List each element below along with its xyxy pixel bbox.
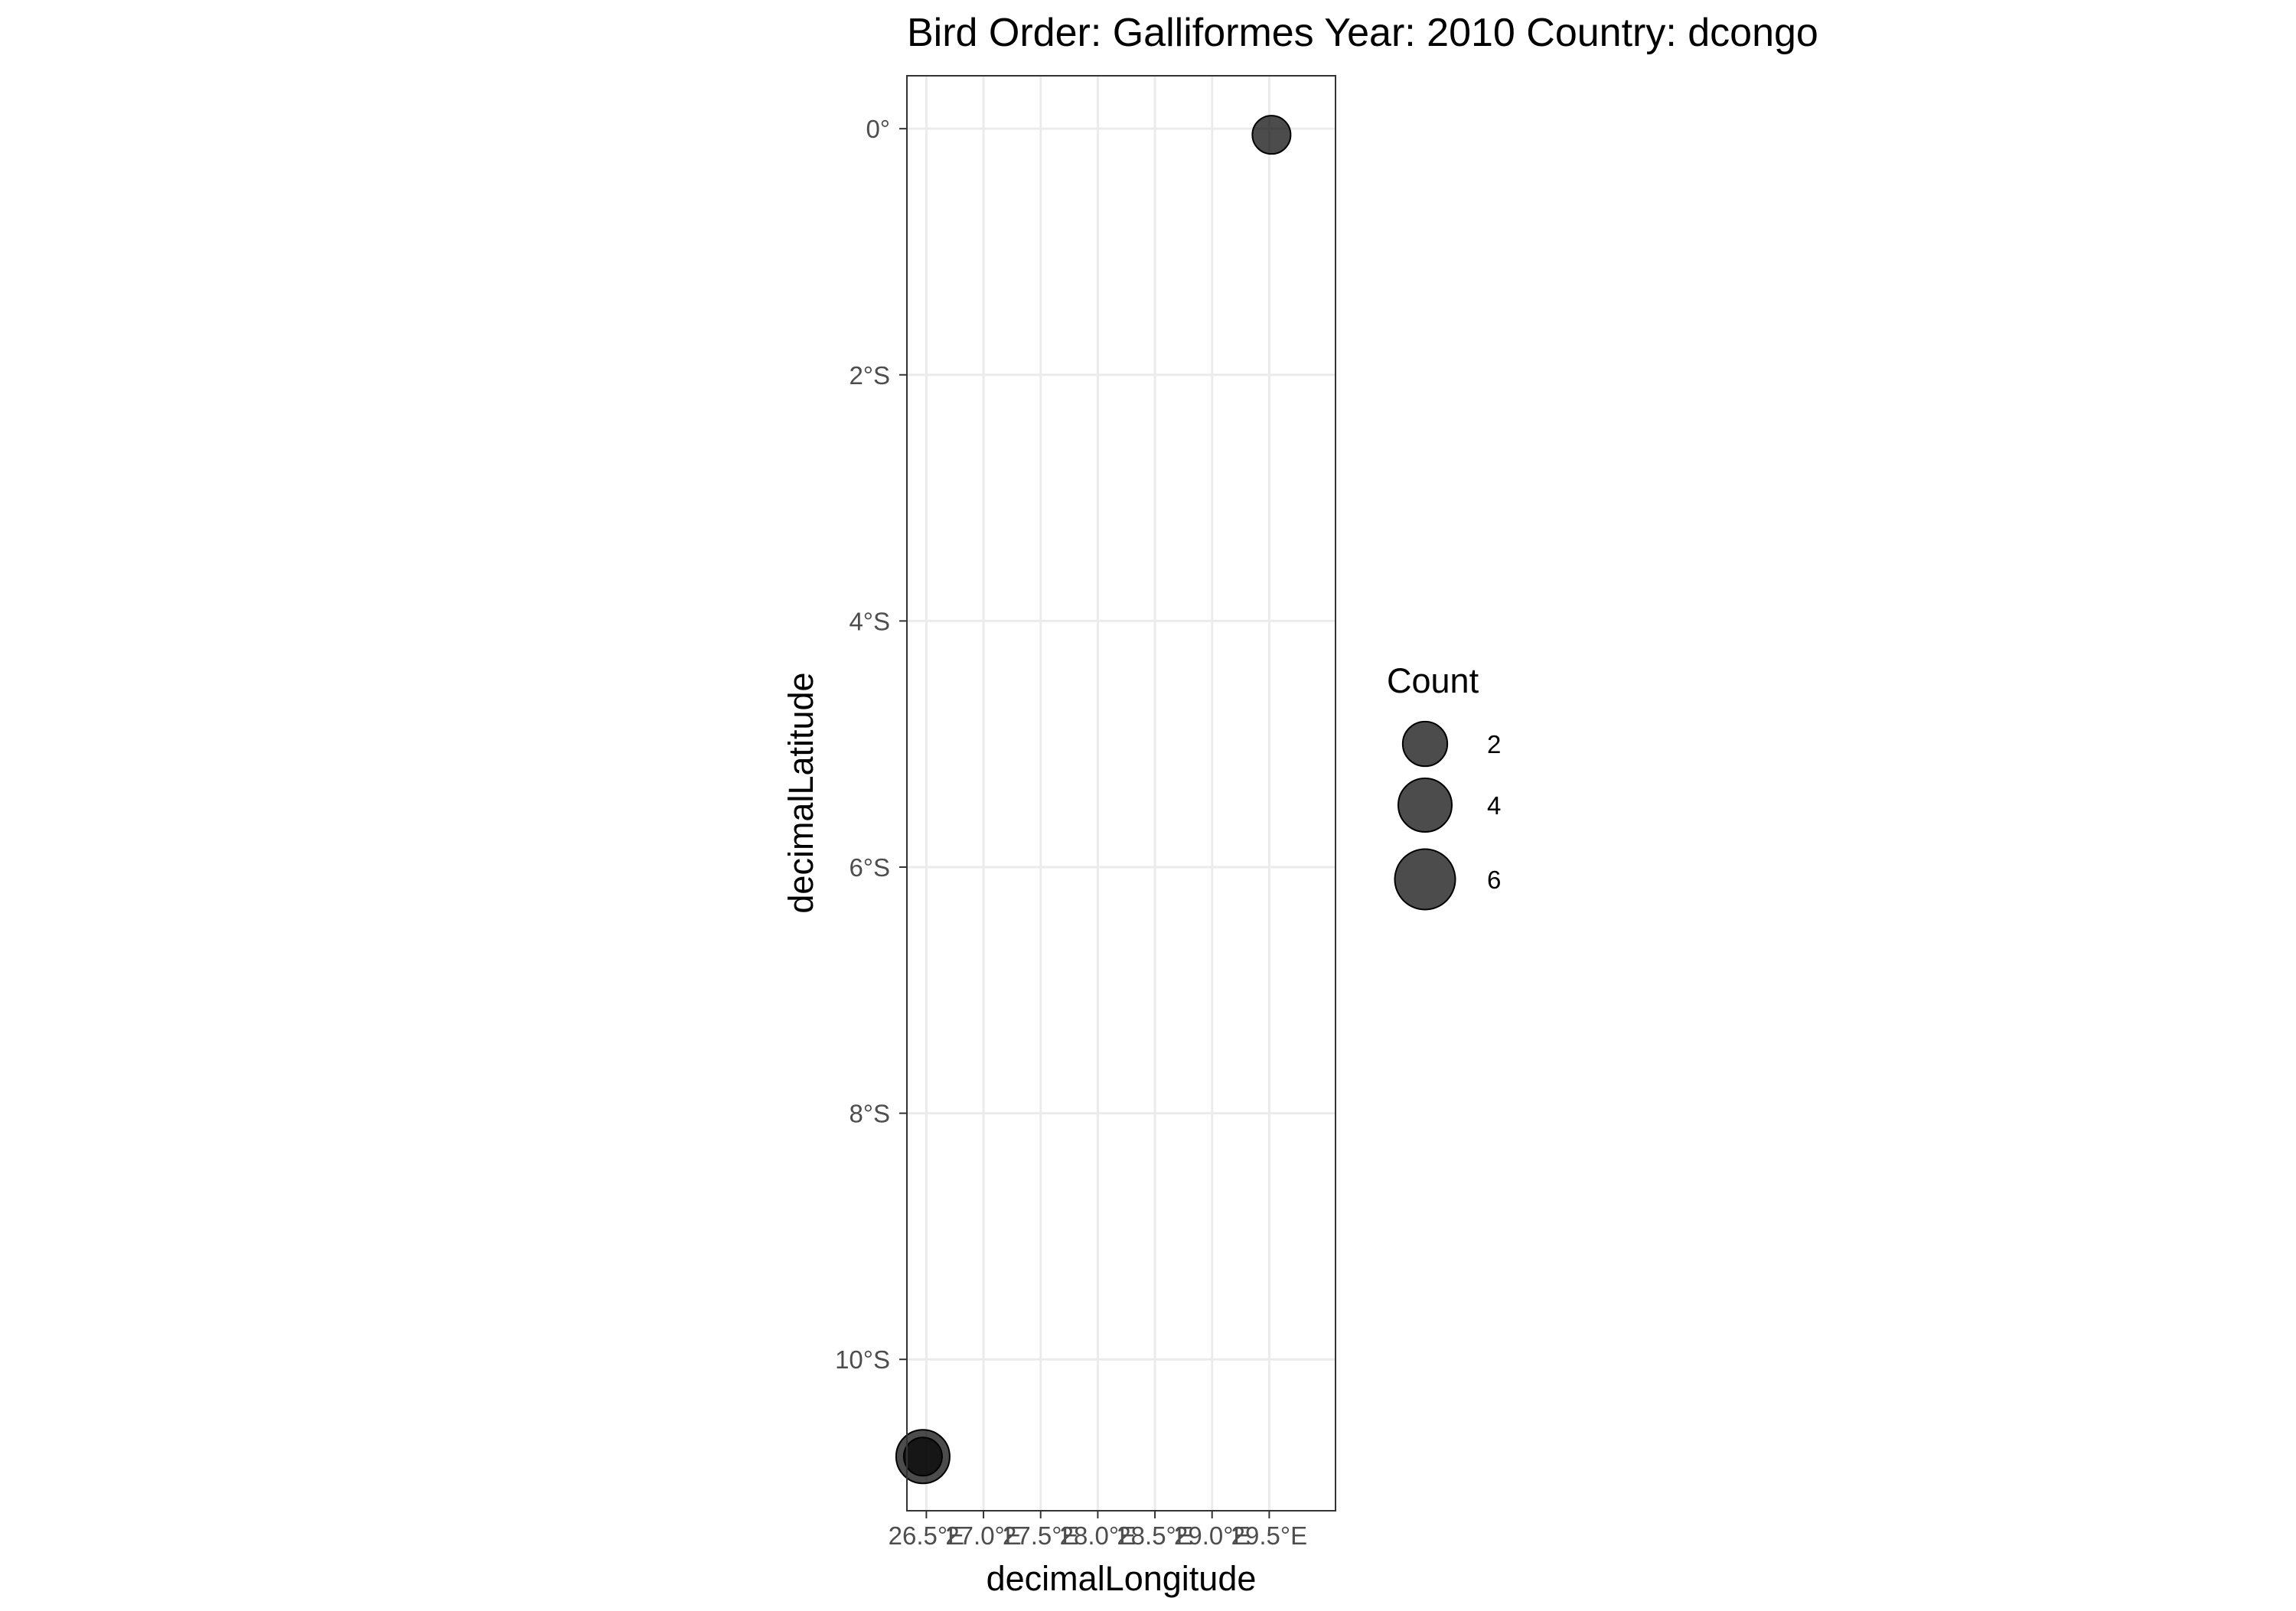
legend-key-label: 2 xyxy=(1487,730,1501,758)
y-tick-label: 6°S xyxy=(849,853,890,882)
legend-key-circle xyxy=(1394,848,1456,911)
y-axis: 0° 2°S 4°S 6°S 8°S 10°S xyxy=(835,115,907,1374)
y-axis-title: decimalLatitude xyxy=(781,672,820,913)
legend-key-circle xyxy=(1397,778,1453,833)
legend-key-label: 4 xyxy=(1487,791,1501,820)
legend-key-circle xyxy=(1401,720,1449,768)
x-axis-title: decimalLongitude xyxy=(987,1559,1257,1598)
y-tick-label: 10°S xyxy=(835,1345,890,1374)
panel-border xyxy=(906,75,1336,1512)
x-tick-label: 29.5°E xyxy=(1231,1521,1307,1550)
data-points xyxy=(895,115,1292,1485)
chart-title: Bird Order: Galliformes Year: 2010 Count… xyxy=(907,11,1818,55)
y-tick-label: 0° xyxy=(866,115,890,143)
legend-title: Count xyxy=(1387,661,1479,700)
data-point xyxy=(1251,115,1292,155)
legend-key-label: 6 xyxy=(1487,866,1501,894)
x-axis: 26.5°E27.0°E27.5°E28.0°E28.5°E29.0°E29.5… xyxy=(889,1511,1307,1550)
gridlines xyxy=(907,76,1336,1511)
x-tick-label: 29.0°E xyxy=(1174,1521,1250,1550)
x-tick-label: 28.0°E xyxy=(1060,1521,1136,1550)
y-tick-label: 4°S xyxy=(849,607,890,635)
y-tick-label: 8°S xyxy=(849,1100,890,1128)
x-tick-label: 27.5°E xyxy=(1003,1521,1078,1550)
x-tick-label: 28.5°E xyxy=(1117,1521,1192,1550)
y-tick-label: 2°S xyxy=(849,361,890,390)
x-tick-label: 27.0°E xyxy=(945,1521,1021,1550)
legend: Count 2 4 6 xyxy=(1387,661,1501,911)
legend-keys: 2 4 6 xyxy=(1394,720,1501,911)
x-tick-label: 26.5°E xyxy=(889,1521,964,1550)
data-point xyxy=(902,1437,943,1477)
